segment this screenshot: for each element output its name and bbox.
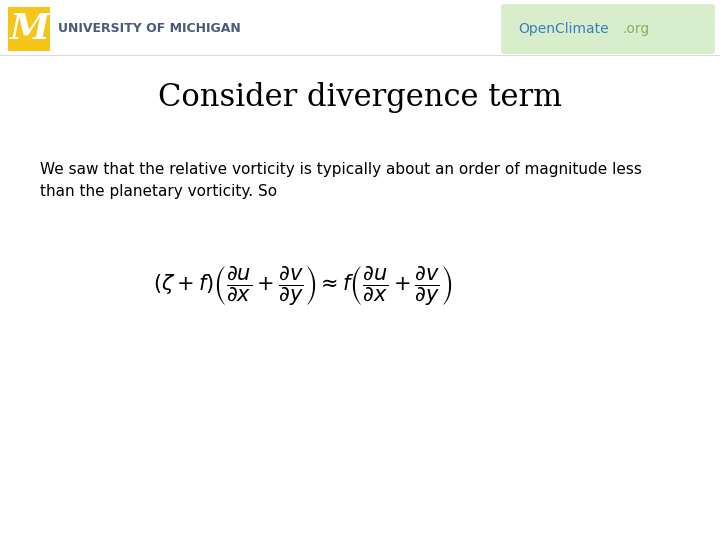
Text: OpenClimate: OpenClimate	[518, 22, 608, 36]
Text: We saw that the relative vorticity is typically about an order of magnitude less: We saw that the relative vorticity is ty…	[40, 162, 642, 199]
Text: UNIVERSITY OF MICHIGAN: UNIVERSITY OF MICHIGAN	[58, 23, 240, 36]
Bar	[8, 7, 50, 51]
Text: Consider divergence term: Consider divergence term	[158, 82, 562, 113]
FancyBboxPatch shape	[501, 4, 715, 54]
Text: M: M	[9, 12, 49, 46]
Text: .org: .org	[622, 22, 649, 36]
Text: $(\zeta + f)\left(\dfrac{\partial u}{\partial x}+\dfrac{\partial v}{\partial y}\: $(\zeta + f)\left(\dfrac{\partial u}{\pa…	[153, 265, 452, 308]
